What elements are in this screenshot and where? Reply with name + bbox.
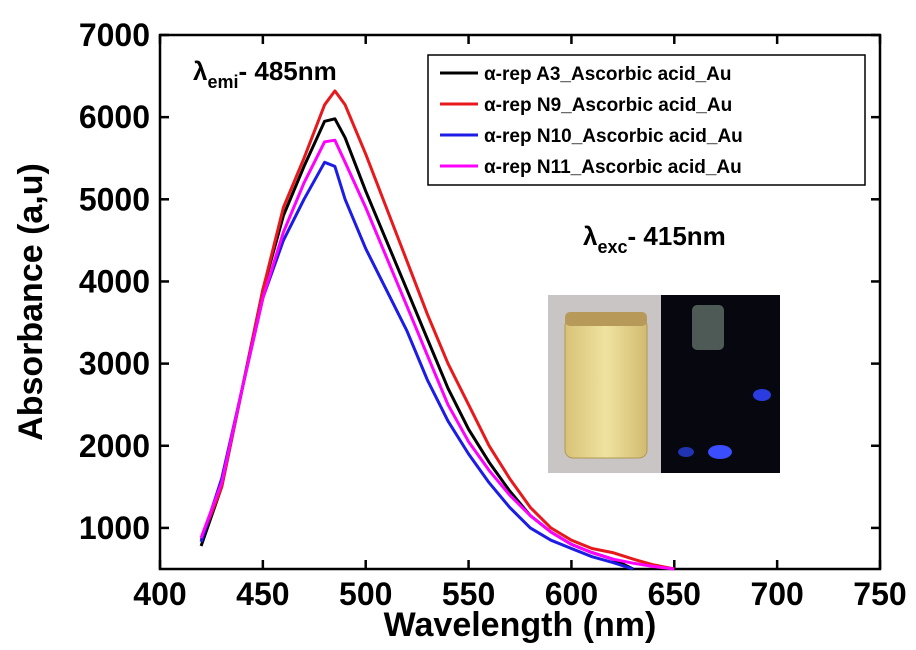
y-axis-label: Absorbance (a,u) (12, 163, 50, 441)
plot-frame (158, 33, 882, 571)
legend-label: α-rep N11_Ascorbic acid_Au (484, 157, 742, 178)
y-tick-label: 5000 (79, 181, 150, 217)
x-tick-label: 600 (545, 576, 598, 612)
y-tick-label: 3000 (79, 346, 150, 382)
legend-label: α-rep N10_Ascorbic acid_Au (484, 126, 743, 147)
annotation-subscript: exc (597, 237, 627, 257)
x-tick-label: 550 (442, 576, 495, 612)
x-tick-label: 500 (339, 576, 392, 612)
y-tick-label: 1000 (79, 510, 150, 546)
annotation-symbol: λ (193, 56, 208, 86)
inset-photo (548, 295, 780, 473)
x-tick-label: 700 (750, 576, 803, 612)
x-tick-label: 450 (236, 576, 289, 612)
annotation-symbol: λ (583, 221, 598, 251)
x-tick-label: 750 (853, 576, 906, 612)
y-tick-label: 4000 (79, 263, 150, 299)
series-line (199, 160, 634, 571)
y-tick-label: 6000 (79, 99, 150, 135)
series-line (199, 89, 675, 571)
annotation: λexc- 415nm (583, 221, 726, 257)
y-tick-label: 2000 (79, 428, 150, 464)
x-axis-label: Wavelength (nm) (384, 606, 657, 644)
series-line (199, 138, 675, 571)
legend-label: α-rep A3_Ascorbic acid_Au (484, 64, 732, 85)
x-tick-label: 400 (133, 576, 186, 612)
x-tick-label: 650 (648, 576, 701, 612)
annotation-text: - 415nm (628, 221, 726, 251)
legend-label: α-rep N9_Ascorbic acid_Au (484, 95, 732, 116)
legend-box (427, 54, 866, 186)
annotation: λemi- 485nm (193, 56, 337, 92)
annotation-text: - 485nm (239, 56, 337, 86)
annotation-subscript: emi (207, 72, 238, 92)
y-tick-label: 7000 (79, 17, 150, 53)
